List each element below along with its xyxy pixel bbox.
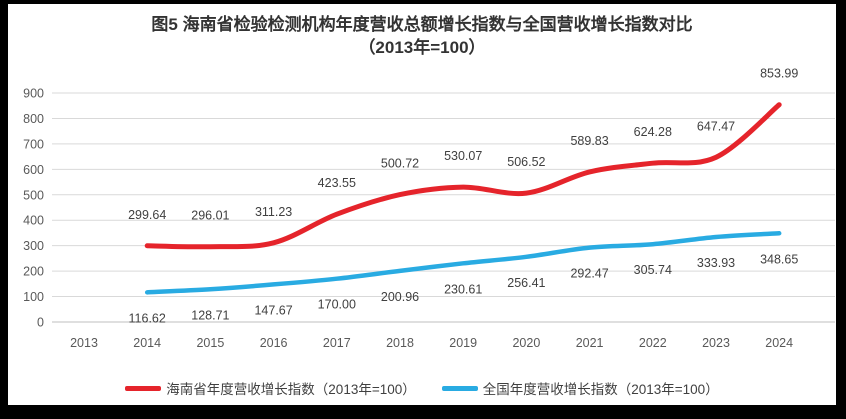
data-label: 647.47 (697, 119, 735, 133)
data-label: 170.00 (318, 298, 356, 312)
data-label: 500.72 (381, 157, 419, 171)
x-tick-label: 2014 (133, 336, 161, 350)
y-tick-label: 600 (23, 163, 44, 177)
data-label: 292.47 (570, 267, 608, 281)
chart-title: 图5 海南省检验检测机构年度营收总额增长指数与全国营收增长指数对比 （2013年… (8, 13, 836, 59)
data-label: 296.01 (191, 209, 229, 223)
data-label: 230.61 (444, 282, 482, 296)
data-label: 311.23 (255, 205, 292, 219)
series-line-national (144, 231, 782, 295)
legend-item-hainan[interactable]: 海南省年度营收增长指数（2013年=100） (125, 378, 416, 398)
x-tick-label: 2018 (386, 336, 414, 350)
data-label: 506.52 (507, 155, 545, 169)
data-label: 299.64 (128, 208, 166, 222)
x-tick-label: 2024 (765, 336, 793, 350)
data-label: 116.62 (129, 311, 166, 325)
legend-item-national[interactable]: 全国年度营收增长指数（2013年=100） (441, 378, 719, 398)
y-tick-label: 400 (23, 214, 44, 228)
x-tick-label: 2013 (70, 336, 98, 350)
x-tick-label: 2020 (512, 336, 540, 350)
data-label: 305.74 (634, 263, 672, 277)
y-tick-label: 0 (37, 316, 44, 330)
data-label: 423.55 (318, 176, 356, 190)
y-tick-label: 900 (23, 87, 44, 101)
data-label: 853.99 (760, 67, 798, 81)
y-tick-label: 500 (23, 188, 44, 202)
x-tick-label: 2015 (196, 336, 224, 350)
data-label: 530.07 (444, 149, 482, 163)
legend-label-hainan: 海南省年度营收增长指数（2013年=100） (166, 382, 416, 397)
data-label: 147.67 (254, 303, 292, 317)
chart-title-line2: （2013年=100） (358, 38, 486, 57)
data-label: 200.96 (381, 290, 419, 304)
data-label: 256.41 (507, 276, 545, 290)
chart-title-line1: 图5 海南省检验检测机构年度营收总额增长指数与全国营收增长指数对比 (151, 15, 693, 34)
y-tick-label: 200 (23, 265, 44, 279)
x-tick-label: 2019 (449, 336, 477, 350)
y-tick-label: 100 (23, 290, 44, 304)
legend-dash-red-icon (125, 385, 162, 391)
series-line-hainan (144, 102, 782, 250)
y-tick-label: 300 (23, 239, 44, 253)
x-tick-label: 2023 (702, 336, 730, 350)
x-tick-label: 2016 (260, 336, 288, 350)
y-tick-label: 700 (23, 137, 44, 151)
legend-label-national: 全国年度营收增长指数（2013年=100） (482, 382, 719, 397)
x-tick-label: 2021 (576, 336, 604, 350)
data-label: 333.93 (697, 256, 735, 270)
data-label: 128.71 (191, 308, 229, 322)
legend-dash-blue-icon (441, 385, 478, 391)
legend: 海南省年度营收增长指数（2013年=100） 全国年度营收增长指数（2013年=… (8, 378, 836, 398)
x-tick-label: 2017 (323, 336, 351, 350)
chart-canvas (8, 4, 836, 405)
data-label: 348.65 (760, 252, 798, 266)
data-label: 624.28 (634, 125, 672, 139)
data-label: 589.83 (570, 134, 608, 148)
x-tick-label: 2022 (639, 336, 667, 350)
y-tick-label: 800 (23, 112, 44, 126)
